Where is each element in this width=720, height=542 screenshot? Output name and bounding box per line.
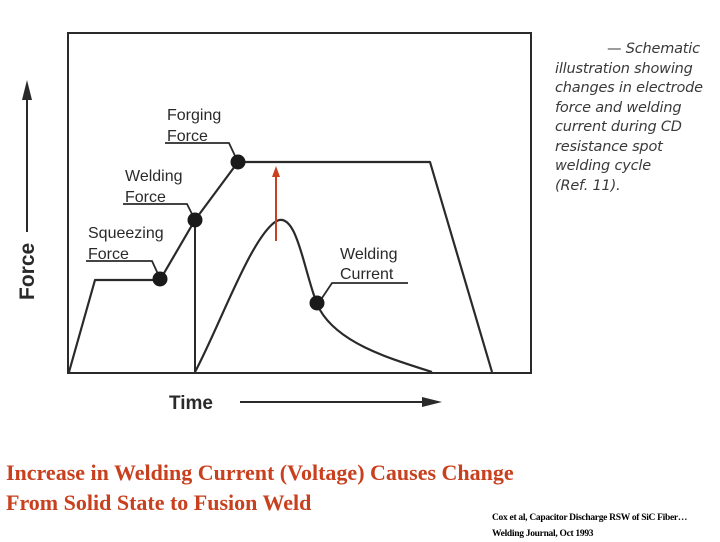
squeezing-force-leader bbox=[86, 260, 159, 275]
plot-frame bbox=[67, 32, 532, 374]
welding-force-marker bbox=[187, 212, 203, 228]
headline-line-2: From Solid State to Fusion Weld bbox=[6, 490, 312, 515]
squeezing-force-marker bbox=[152, 271, 168, 287]
caption-line: welding cycle bbox=[555, 158, 651, 174]
caption-line: illustration showing bbox=[555, 60, 693, 77]
caption-line: (Ref. 11). bbox=[555, 177, 621, 194]
citation-line-1: Cox et al, Capacitor Discharge RSW of Si… bbox=[492, 513, 688, 523]
welding-current-leader bbox=[321, 282, 408, 299]
caption-line: force and welding bbox=[555, 99, 682, 116]
welding-force-leader bbox=[123, 203, 194, 217]
caption-line: changes in electrode bbox=[555, 80, 703, 96]
forging-force-label-line1: Forging bbox=[167, 107, 221, 124]
squeezing-force-label-line1: Squeezing bbox=[88, 225, 164, 242]
forging-force-marker bbox=[230, 154, 246, 170]
headline-line-1: Increase in Welding Current (Voltage) Ca… bbox=[6, 460, 514, 485]
forging-force-label-line2: Force bbox=[167, 128, 208, 145]
welding-force-label-line1: Welding bbox=[125, 168, 183, 185]
caption-line: resistance spot bbox=[555, 138, 663, 155]
time-axis-arrow-icon bbox=[240, 397, 442, 407]
current-increase-arrow-icon bbox=[272, 166, 280, 241]
welding-current-marker bbox=[309, 295, 325, 311]
forging-force-leader bbox=[165, 142, 237, 159]
x-axis-label: Time bbox=[169, 393, 213, 414]
welding-current-label-line2: Current bbox=[340, 266, 394, 283]
figure-caption: — Schematic illustration showing changes… bbox=[555, 40, 720, 196]
citation-line-2: Welding Journal, Oct 1993 bbox=[492, 529, 594, 539]
slide-headline: Increase in Welding Current (Voltage) Ca… bbox=[6, 458, 514, 518]
caption-line: current during CD bbox=[555, 119, 682, 135]
source-citation: Cox et al, Capacitor Discharge RSW of Si… bbox=[492, 510, 687, 542]
squeezing-force-label-line2: Force bbox=[88, 246, 129, 263]
welding-current-label-line1: Welding bbox=[340, 246, 398, 263]
welding-force-label-line2: Force bbox=[125, 189, 166, 206]
y-axis-label: Force bbox=[16, 243, 39, 300]
force-axis-arrow-icon bbox=[22, 80, 32, 232]
caption-line: — Schematic bbox=[607, 41, 700, 57]
welding-current-curve bbox=[194, 218, 433, 374]
